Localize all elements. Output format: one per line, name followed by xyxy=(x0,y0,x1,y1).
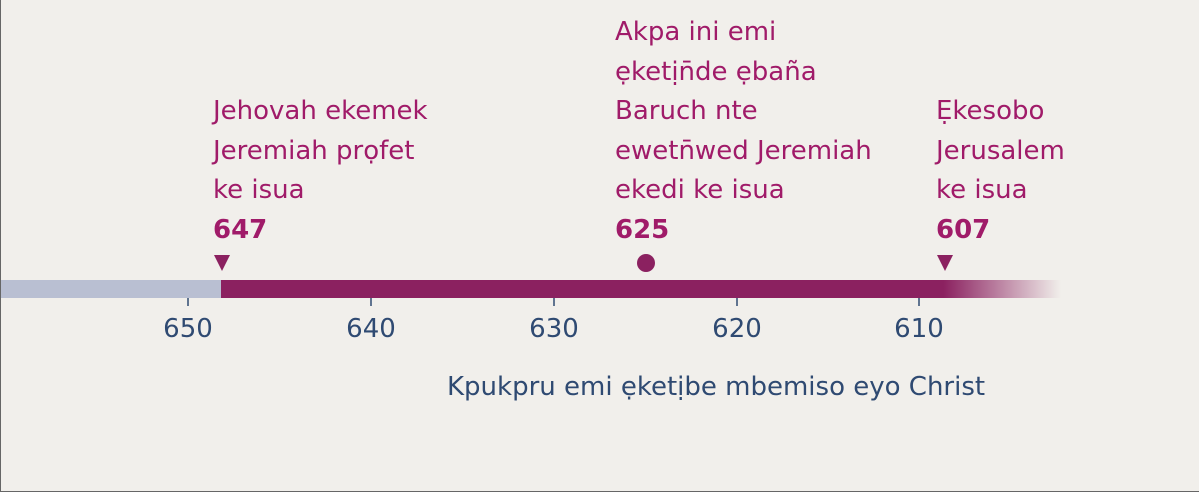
event-line: ewetn̄wed Jeremiah xyxy=(615,135,872,166)
event-line: Ẹkesobo xyxy=(936,96,1045,126)
event-year: 647 xyxy=(213,214,268,245)
timeline-bar xyxy=(221,280,1061,298)
tick-marks xyxy=(187,298,920,306)
event-line: Jehovah ekemek xyxy=(213,96,428,126)
event-line: Akpa ini emi xyxy=(615,17,777,47)
event-line: Jeremiah prọfet xyxy=(213,135,415,166)
event-line: ke isua xyxy=(936,175,1028,205)
tick-label: 620 xyxy=(712,314,762,344)
event-line: ẹketịn̄de ẹbaña xyxy=(615,56,817,87)
event: Jehovah ekemek Jeremiah prọfet ke isua 6… xyxy=(213,92,428,250)
timeline-past xyxy=(1,280,223,298)
event-line: ekedi ke isua xyxy=(615,175,785,205)
axis-caption: Kpukpru emi ẹketịbe mbemiso eyo Christ xyxy=(447,372,986,402)
event: Akpa ini emi ẹketịn̄de ẹbaña Baruch nte … xyxy=(615,13,872,250)
tick-label: 650 xyxy=(163,314,213,344)
marker-dot xyxy=(637,254,655,272)
marker-triangle xyxy=(214,255,230,271)
marker-triangle xyxy=(937,255,953,271)
event-year: 607 xyxy=(936,214,991,245)
tick-label: 610 xyxy=(894,314,944,344)
event-line: ke isua xyxy=(213,175,305,205)
event: Ẹkesobo Jerusalem ke isua 607 xyxy=(936,92,1065,250)
event-line: Baruch nte xyxy=(615,96,758,126)
tick-label: 630 xyxy=(529,314,579,344)
event-year: 625 xyxy=(615,214,670,245)
event-line: Jerusalem xyxy=(936,135,1065,166)
tick-label: 640 xyxy=(346,314,396,344)
